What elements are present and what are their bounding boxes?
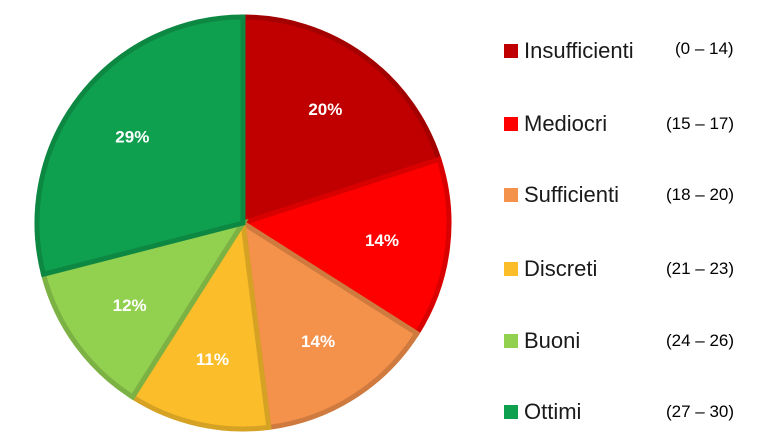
legend-swatch xyxy=(504,44,518,58)
legend-range: (24 – 26) xyxy=(666,331,735,350)
pie-slice-insufficienti xyxy=(240,14,443,227)
legend: Insufficienti (0 – 14) Mediocri (15 – 17… xyxy=(500,0,772,448)
legend-label: Sufficienti xyxy=(524,182,619,207)
legend-label: Mediocri xyxy=(524,111,608,136)
pie-value-label: 29% xyxy=(115,128,149,147)
legend-swatch xyxy=(504,117,518,131)
pie-value-label: 11% xyxy=(196,350,229,369)
legend-range: (18 – 20) xyxy=(666,185,735,204)
legend-item-insufficienti: Insufficienti (0 – 14) xyxy=(500,37,770,67)
legend-swatch xyxy=(504,188,518,202)
legend-range: (15 – 17) xyxy=(666,114,735,133)
pie-value-label: 12% xyxy=(113,296,147,315)
legend-label: Buoni xyxy=(524,328,581,353)
legend-swatch xyxy=(504,334,518,348)
legend-range: (0 – 14) xyxy=(675,39,734,58)
pie-slices xyxy=(34,14,452,432)
pie-slice-buoni xyxy=(40,219,249,401)
pie-slice-sufficienti xyxy=(239,218,421,431)
legend-swatch xyxy=(504,405,518,419)
legend-item-discreti: Discreti (21 – 23) xyxy=(500,255,770,285)
pie-slice-mediocri xyxy=(237,156,452,337)
legend-item-mediocri: Mediocri (15 – 17) xyxy=(500,110,770,140)
legend-label: Discreti xyxy=(524,256,598,281)
pie-value-label: 14% xyxy=(365,231,399,250)
legend-range: (21 – 23) xyxy=(666,259,735,278)
legend-swatch xyxy=(504,262,518,276)
pie-slice-discreti xyxy=(129,215,272,432)
legend-label: Insufficienti xyxy=(524,38,634,63)
legend-item-ottimi: Ottimi (27 – 30) xyxy=(500,398,770,428)
legend-label: Ottimi xyxy=(524,399,582,424)
pie-value-label: 14% xyxy=(301,332,335,351)
pie-value-labels: 20% 14% 14% 11% 12% 29% xyxy=(113,100,399,369)
legend-item-buoni: Buoni (24 – 26) xyxy=(500,327,770,357)
legend-range: (27 – 30) xyxy=(666,402,735,421)
legend-item-sufficienti: Sufficienti (18 – 20) xyxy=(500,181,770,211)
pie-plot-area: 20% 14% 14% 11% 12% 29% xyxy=(34,14,452,432)
pie-value-label: 20% xyxy=(308,100,342,119)
pie-slice-ottimi xyxy=(34,14,246,278)
